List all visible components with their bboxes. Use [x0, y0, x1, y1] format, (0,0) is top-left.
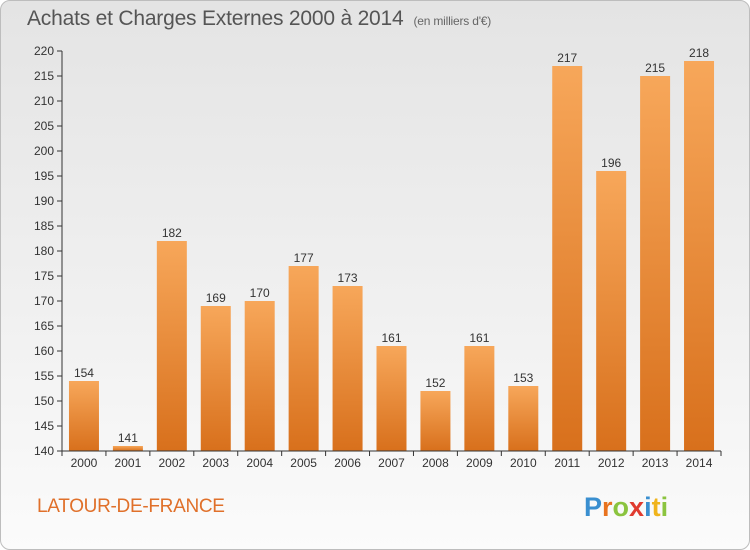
x-tick-label: 2013 — [642, 456, 669, 470]
commune-name: LATOUR-DE-FRANCE — [37, 496, 225, 517]
chart-title: Achats et Charges Externes 2000 à 2014 (e… — [27, 7, 491, 31]
bars: 154 141 182 169 170 177 173 161 152 161 153 217 196 2… — [68, 46, 715, 451]
x-axis: 2000 2001 2002 2003 2004 2005 2006 2007 2008 2009… — [61, 450, 722, 470]
bar-value-label: 177 — [294, 251, 314, 265]
y-tick-label: 160 — [34, 344, 54, 358]
bar-value-label: 196 — [601, 156, 621, 170]
bar-value-label: 161 — [469, 331, 489, 345]
y-tick-label: 140 — [34, 444, 54, 458]
y-tick-label: 210 — [34, 94, 54, 108]
bar — [244, 301, 275, 451]
y-tick-label: 205 — [34, 119, 54, 133]
y-tick-label: 185 — [34, 219, 54, 233]
x-tick-label: 2014 — [686, 456, 713, 470]
y-tick-label: 150 — [34, 394, 54, 408]
y-tick-label: 220 — [34, 44, 54, 58]
x-tick-label: 2000 — [71, 456, 98, 470]
bar — [200, 306, 231, 451]
bar-value-label: 161 — [381, 331, 401, 345]
chart-unit: (en milliers d'€) — [413, 14, 492, 28]
bar — [596, 171, 627, 451]
bar — [420, 391, 451, 451]
bar-value-label: 141 — [118, 431, 138, 445]
bar — [640, 76, 671, 451]
x-tick-label: 2012 — [598, 456, 625, 470]
svg-text:Proxiti: Proxiti — [584, 492, 668, 521]
x-tick-label: 2006 — [334, 456, 361, 470]
bar-value-label: 153 — [513, 371, 533, 385]
y-tick-label: 175 — [34, 269, 54, 283]
x-tick-label: 2001 — [115, 456, 142, 470]
bar-value-label: 182 — [162, 226, 182, 240]
bar-value-label: 154 — [74, 366, 94, 380]
y-tick-label: 215 — [34, 69, 54, 83]
bar — [156, 241, 187, 451]
chart-title-text: Achats et Charges Externes 2000 à 2014 — [27, 7, 404, 30]
x-tick-label: 2008 — [422, 456, 449, 470]
proxiti-logo: Proxiti — [584, 492, 668, 521]
x-tick-label: 2011 — [554, 456, 580, 470]
y-tick-label: 165 — [34, 319, 54, 333]
x-tick-label: 2005 — [290, 456, 317, 470]
x-tick-label: 2004 — [246, 456, 273, 470]
y-tick-label: 200 — [34, 144, 54, 158]
bar-value-label: 217 — [557, 51, 577, 65]
bar-value-label: 152 — [425, 376, 445, 390]
y-tick-label: 180 — [34, 244, 54, 258]
bar-value-label: 169 — [206, 291, 226, 305]
y-tick-label: 155 — [34, 369, 54, 383]
bar — [288, 266, 319, 451]
x-tick-label: 2003 — [202, 456, 229, 470]
x-tick-label: 2009 — [466, 456, 493, 470]
y-tick-label: 145 — [34, 419, 54, 433]
bar — [112, 446, 143, 451]
y-axis: 140 145 150 155 160 165 170 175 180 185 190 195 200 2… — [34, 44, 63, 458]
x-tick-label: 2007 — [378, 456, 405, 470]
x-tick-label: 2010 — [510, 456, 537, 470]
bar — [68, 381, 99, 451]
bar — [376, 346, 407, 451]
x-tick-label: 2002 — [158, 456, 185, 470]
bar-value-label: 170 — [250, 286, 270, 300]
bar — [464, 346, 495, 451]
bar — [332, 286, 363, 451]
bar — [552, 66, 583, 451]
bar — [684, 61, 715, 451]
y-tick-label: 170 — [34, 294, 54, 308]
y-tick-label: 195 — [34, 169, 54, 183]
bar — [508, 386, 539, 451]
bar-value-label: 215 — [645, 61, 665, 75]
bar-value-label: 173 — [338, 271, 358, 285]
y-tick-label: 190 — [34, 194, 54, 208]
bar-value-label: 218 — [689, 46, 709, 60]
